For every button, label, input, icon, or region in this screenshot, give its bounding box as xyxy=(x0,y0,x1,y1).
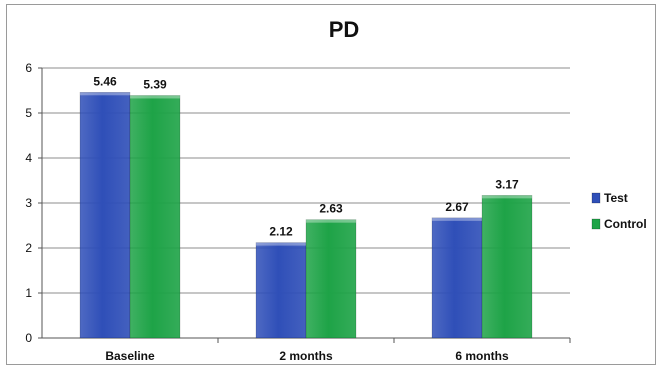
x-category-label: 2 months xyxy=(279,349,333,363)
data-label: 5.39 xyxy=(143,77,167,91)
y-tick-label: 6 xyxy=(25,61,32,75)
legend-swatch-control xyxy=(591,218,601,230)
bar-control-0 xyxy=(129,95,181,339)
legend: Test Control xyxy=(591,191,647,231)
x-category-label: Baseline xyxy=(105,349,155,363)
data-label: 5.46 xyxy=(93,74,117,88)
y-tick-label: 1 xyxy=(25,286,32,300)
data-labels: 5.46 5.39 2.12 2.63 2.67 3.17 xyxy=(93,74,519,238)
y-tick-label: 5 xyxy=(25,106,32,120)
bar-top-highlight xyxy=(80,92,130,96)
bar-test-0 xyxy=(79,92,131,339)
y-tick-label: 0 xyxy=(25,331,32,345)
bar-control-2 xyxy=(481,195,533,339)
bar-top-highlight xyxy=(482,195,532,199)
data-label: 2.67 xyxy=(445,200,469,214)
bar-top-highlight xyxy=(432,217,482,221)
bar-control-1 xyxy=(305,219,357,339)
data-label: 3.17 xyxy=(495,177,519,191)
bars xyxy=(79,92,533,339)
legend-swatch-test xyxy=(591,192,601,204)
data-label: 2.12 xyxy=(269,225,293,239)
y-tick-label: 2 xyxy=(25,241,32,255)
bar-top-highlight xyxy=(256,242,306,246)
legend-label-control: Control xyxy=(604,217,647,231)
x-category-label: 6 months xyxy=(455,349,509,363)
y-tick-label: 3 xyxy=(25,196,32,210)
legend-label-test: Test xyxy=(604,191,628,205)
bar-top-highlight xyxy=(306,219,356,223)
bar-top-highlight xyxy=(130,95,180,99)
y-tick-label: 4 xyxy=(25,151,32,165)
bar-test-1 xyxy=(255,242,307,339)
bar-test-2 xyxy=(431,217,483,339)
data-label: 2.63 xyxy=(319,202,343,216)
chart-title: PD xyxy=(329,17,360,42)
